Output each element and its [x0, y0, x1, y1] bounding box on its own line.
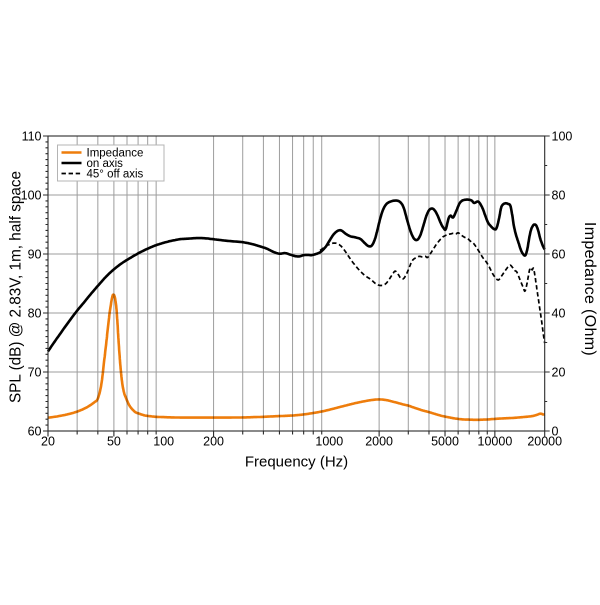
svg-text:Impedance: Impedance [87, 148, 144, 160]
svg-text:20000: 20000 [527, 435, 562, 449]
svg-text:20: 20 [41, 435, 55, 449]
svg-text:70: 70 [28, 365, 42, 379]
svg-text:100: 100 [21, 188, 42, 202]
svg-text:80: 80 [552, 188, 566, 202]
svg-text:60: 60 [552, 247, 566, 261]
svg-text:40: 40 [552, 306, 566, 320]
svg-text:2000: 2000 [365, 435, 393, 449]
svg-text:on axis: on axis [87, 158, 124, 170]
svg-text:10000: 10000 [478, 435, 513, 449]
svg-text:80: 80 [28, 306, 42, 320]
svg-text:5000: 5000 [431, 435, 459, 449]
svg-text:1000: 1000 [315, 435, 343, 449]
svg-text:Impedance (Ohm): Impedance (Ohm) [581, 222, 598, 356]
svg-text:60: 60 [28, 424, 42, 438]
svg-text:90: 90 [28, 247, 42, 261]
svg-text:50: 50 [107, 435, 121, 449]
svg-text:100: 100 [552, 129, 573, 143]
svg-text:20: 20 [552, 365, 566, 379]
svg-text:SPL (dB) @ 2.83V, 1m, half spa: SPL (dB) @ 2.83V, 1m, half space [8, 171, 25, 403]
svg-text:Frequency (Hz): Frequency (Hz) [245, 454, 348, 471]
svg-text:100: 100 [153, 435, 174, 449]
svg-text:0: 0 [552, 424, 559, 438]
svg-text:110: 110 [22, 129, 42, 143]
svg-text:200: 200 [203, 435, 224, 449]
svg-text:45° off axis: 45° off axis [87, 169, 144, 181]
